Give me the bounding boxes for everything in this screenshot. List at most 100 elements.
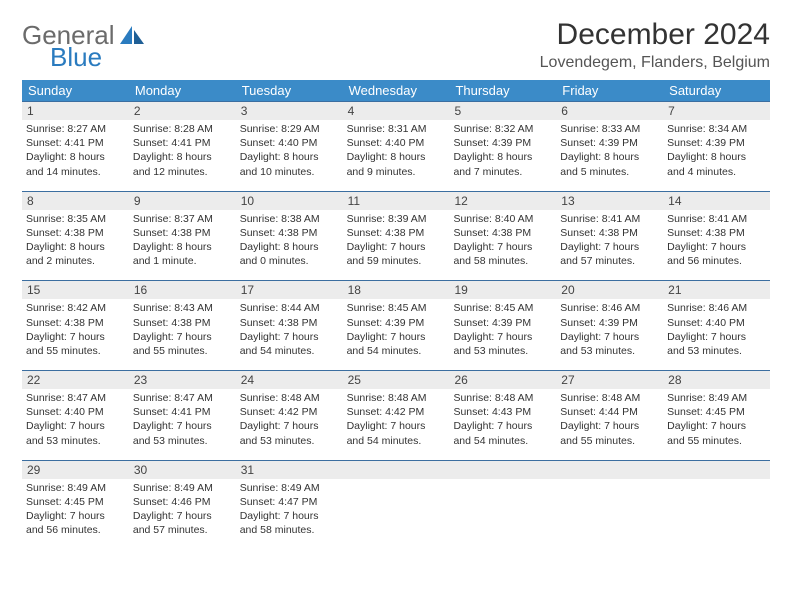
day-number: 27 bbox=[556, 371, 663, 389]
sunset-text: Sunset: 4:38 PM bbox=[26, 316, 125, 330]
sunset-text: Sunset: 4:40 PM bbox=[26, 405, 125, 419]
day-number: 9 bbox=[129, 192, 236, 210]
day-details: Sunrise: 8:47 AMSunset: 4:41 PMDaylight:… bbox=[129, 389, 236, 452]
sunset-text: Sunset: 4:42 PM bbox=[240, 405, 339, 419]
month-title: December 2024 bbox=[540, 18, 770, 52]
daylight-text-1: Daylight: 7 hours bbox=[26, 509, 125, 523]
daylight-text-2: and 4 minutes. bbox=[667, 165, 766, 179]
daylight-text-2: and 53 minutes. bbox=[453, 344, 552, 358]
day-cell: 2Sunrise: 8:28 AMSunset: 4:41 PMDaylight… bbox=[129, 102, 236, 183]
sunrise-text: Sunrise: 8:42 AM bbox=[26, 301, 125, 315]
day-details: Sunrise: 8:31 AMSunset: 4:40 PMDaylight:… bbox=[343, 120, 450, 183]
daylight-text-1: Daylight: 8 hours bbox=[133, 150, 232, 164]
day-cell: 24 Sunrise: 8:48 AMSunset: 4:42 PMDayligh… bbox=[236, 371, 343, 452]
empty-day-bar bbox=[343, 461, 450, 479]
daylight-text-2: and 0 minutes. bbox=[240, 254, 339, 268]
sunrise-text: Sunrise: 8:32 AM bbox=[453, 122, 552, 136]
weekday-header: Saturday bbox=[663, 80, 770, 101]
day-cell: 4Sunrise: 8:31 AMSunset: 4:40 PMDaylight… bbox=[343, 102, 450, 183]
empty-day-bar bbox=[663, 461, 770, 479]
day-details: Sunrise: 8:48 AMSunset: 4:43 PMDaylight:… bbox=[449, 389, 556, 452]
location-text: Lovendegem, Flanders, Belgium bbox=[540, 54, 770, 72]
daylight-text-2: and 54 minutes. bbox=[347, 434, 446, 448]
day-details: Sunrise: 8:32 AMSunset: 4:39 PMDaylight:… bbox=[449, 120, 556, 183]
weekday-header: Tuesday bbox=[236, 80, 343, 101]
sunset-text: Sunset: 4:42 PM bbox=[347, 405, 446, 419]
daylight-text-2: and 57 minutes. bbox=[133, 523, 232, 537]
day-number: 17 bbox=[236, 281, 343, 299]
day-number: 3 bbox=[236, 102, 343, 120]
weekday-header: Sunday bbox=[22, 80, 129, 101]
daylight-text-1: Daylight: 8 hours bbox=[560, 150, 659, 164]
sail-icon bbox=[118, 24, 146, 46]
day-cell: 26Sunrise: 8:48 AMSunset: 4:43 PMDayligh… bbox=[449, 371, 556, 452]
daylight-text-1: Daylight: 7 hours bbox=[453, 419, 552, 433]
day-details: Sunrise: 8:27 AMSunset: 4:41 PMDaylight:… bbox=[22, 120, 129, 183]
day-cell: 21Sunrise: 8:46 AMSunset: 4:40 PMDayligh… bbox=[663, 281, 770, 362]
sunrise-text: Sunrise: 8:37 AM bbox=[133, 212, 232, 226]
sunrise-text: Sunrise: 8:41 AM bbox=[667, 212, 766, 226]
day-number: 6 bbox=[556, 102, 663, 120]
calendar-page: General Blue December 2024 Lovendegem, F… bbox=[0, 0, 792, 559]
day-details: Sunrise: 8:28 AMSunset: 4:41 PMDaylight:… bbox=[129, 120, 236, 183]
day-number: 25 bbox=[343, 371, 450, 389]
daylight-text-1: Daylight: 8 hours bbox=[347, 150, 446, 164]
sunrise-text: Sunrise: 8:38 AM bbox=[240, 212, 339, 226]
sunrise-text: Sunrise: 8:47 AM bbox=[26, 391, 125, 405]
day-details: Sunrise: 8:34 AMSunset: 4:39 PMDaylight:… bbox=[663, 120, 770, 183]
weekday-header: Thursday bbox=[449, 80, 556, 101]
daylight-text-1: Daylight: 8 hours bbox=[240, 240, 339, 254]
header: General Blue December 2024 Lovendegem, F… bbox=[22, 18, 770, 72]
sunrise-text: Sunrise: 8:40 AM bbox=[453, 212, 552, 226]
daylight-text-2: and 53 minutes. bbox=[26, 434, 125, 448]
day-details: Sunrise: 8:46 AMSunset: 4:39 PMDaylight:… bbox=[556, 299, 663, 362]
day-details: Sunrise: 8:49 AMSunset: 4:46 PMDaylight:… bbox=[129, 479, 236, 542]
day-cell: 7Sunrise: 8:34 AMSunset: 4:39 PMDaylight… bbox=[663, 102, 770, 183]
sunrise-text: Sunrise: 8:48 AM bbox=[240, 391, 339, 405]
day-number: 28 bbox=[663, 371, 770, 389]
sunrise-text: Sunrise: 8:49 AM bbox=[26, 481, 125, 495]
sunset-text: Sunset: 4:38 PM bbox=[560, 226, 659, 240]
weekday-header-row: Sunday Monday Tuesday Wednesday Thursday… bbox=[22, 80, 770, 101]
sunrise-text: Sunrise: 8:27 AM bbox=[26, 122, 125, 136]
day-cell: 13Sunrise: 8:41 AMSunset: 4:38 PMDayligh… bbox=[556, 192, 663, 273]
day-cell: 22Sunrise: 8:47 AMSunset: 4:40 PMDayligh… bbox=[22, 371, 129, 452]
sunrise-text: Sunrise: 8:47 AM bbox=[133, 391, 232, 405]
sunset-text: Sunset: 4:47 PM bbox=[240, 495, 339, 509]
daylight-text-1: Daylight: 8 hours bbox=[133, 240, 232, 254]
daylight-text-2: and 56 minutes. bbox=[667, 254, 766, 268]
day-cell: 10Sunrise: 8:38 AMSunset: 4:38 PMDayligh… bbox=[236, 192, 343, 273]
daylight-text-1: Daylight: 7 hours bbox=[133, 419, 232, 433]
sunrise-text: Sunrise: 8:34 AM bbox=[667, 122, 766, 136]
sunset-text: Sunset: 4:41 PM bbox=[26, 136, 125, 150]
daylight-text-1: Daylight: 7 hours bbox=[240, 419, 339, 433]
day-cell: 20Sunrise: 8:46 AMSunset: 4:39 PMDayligh… bbox=[556, 281, 663, 362]
day-cell: 31Sunrise: 8:49 AMSunset: 4:47 PMDayligh… bbox=[236, 461, 343, 542]
sunset-text: Sunset: 4:39 PM bbox=[453, 316, 552, 330]
empty-day-cell bbox=[556, 461, 663, 542]
day-details: Sunrise: 8:49 AMSunset: 4:45 PMDaylight:… bbox=[663, 389, 770, 452]
sunset-text: Sunset: 4:38 PM bbox=[347, 226, 446, 240]
day-details: Sunrise: 8:29 AMSunset: 4:40 PMDaylight:… bbox=[236, 120, 343, 183]
sunset-text: Sunset: 4:38 PM bbox=[453, 226, 552, 240]
day-cell: 1Sunrise: 8:27 AMSunset: 4:41 PMDaylight… bbox=[22, 102, 129, 183]
sunrise-text: Sunrise: 8:45 AM bbox=[347, 301, 446, 315]
day-details: Sunrise: 8:48 AMSunset: 4:44 PMDaylight:… bbox=[556, 389, 663, 452]
day-details: Sunrise: 8:33 AMSunset: 4:39 PMDaylight:… bbox=[556, 120, 663, 183]
sunrise-text: Sunrise: 8:48 AM bbox=[347, 391, 446, 405]
daylight-text-1: Daylight: 7 hours bbox=[560, 240, 659, 254]
daylight-text-2: and 54 minutes. bbox=[240, 344, 339, 358]
day-details: Sunrise: 8:40 AMSunset: 4:38 PMDaylight:… bbox=[449, 210, 556, 273]
day-cell: 29Sunrise: 8:49 AMSunset: 4:45 PMDayligh… bbox=[22, 461, 129, 542]
day-cell: 14Sunrise: 8:41 AMSunset: 4:38 PMDayligh… bbox=[663, 192, 770, 273]
daylight-text-2: and 1 minute. bbox=[133, 254, 232, 268]
daylight-text-1: Daylight: 8 hours bbox=[240, 150, 339, 164]
day-number: 24 bbox=[236, 371, 343, 389]
day-details: Sunrise: 8:42 AMSunset: 4:38 PMDaylight:… bbox=[22, 299, 129, 362]
day-number: 8 bbox=[22, 192, 129, 210]
daylight-text-1: Daylight: 7 hours bbox=[26, 419, 125, 433]
day-number: 15 bbox=[22, 281, 129, 299]
day-cell: 5Sunrise: 8:32 AMSunset: 4:39 PMDaylight… bbox=[449, 102, 556, 183]
sunset-text: Sunset: 4:41 PM bbox=[133, 405, 232, 419]
day-cell: 8Sunrise: 8:35 AMSunset: 4:38 PMDaylight… bbox=[22, 192, 129, 273]
